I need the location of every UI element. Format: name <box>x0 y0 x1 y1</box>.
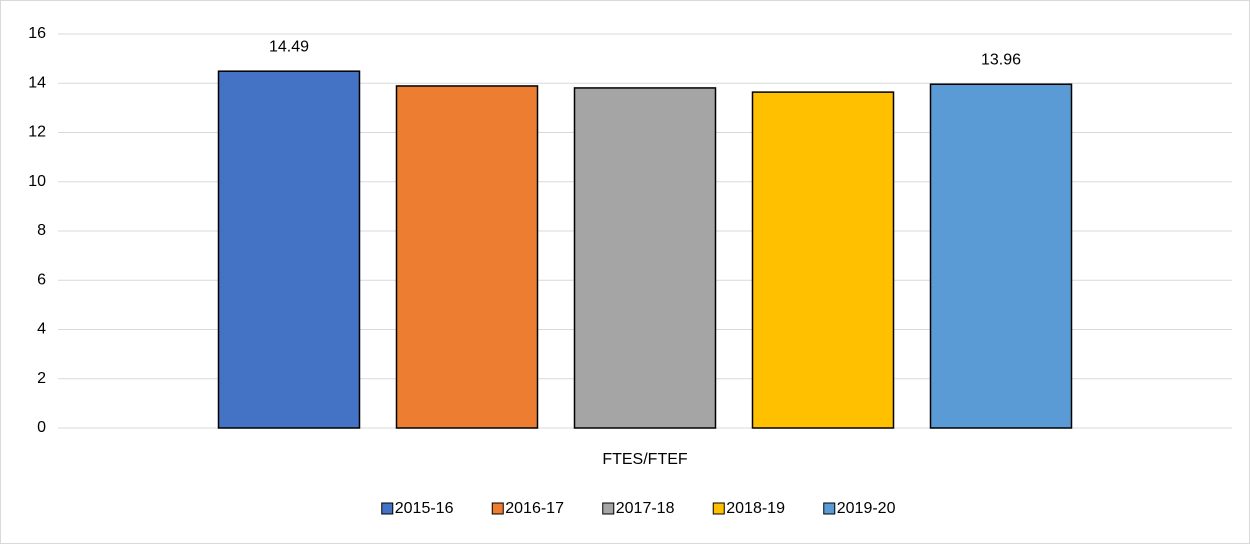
legend-label: 2017-18 <box>616 500 675 517</box>
y-tick-label: 14 <box>28 74 46 91</box>
legend-label: 2015-16 <box>395 500 454 517</box>
legend-swatch <box>491 502 504 515</box>
bar <box>395 85 539 429</box>
y-tick-label: 2 <box>37 370 46 387</box>
bar <box>217 70 361 429</box>
bar <box>573 87 717 429</box>
bar <box>751 91 895 429</box>
y-tick-label: 8 <box>37 222 46 239</box>
y-tick-label: 6 <box>37 271 46 288</box>
x-tick-label: FTES/FTEF <box>602 451 688 468</box>
legend-label: 2019-20 <box>837 500 896 517</box>
y-tick-label: 16 <box>28 25 46 42</box>
data-label: 13.96 <box>981 51 1021 68</box>
data-label: 14.49 <box>269 38 309 55</box>
legend-swatch <box>712 502 725 515</box>
legend-label: 2016-17 <box>505 500 564 517</box>
y-tick-label: 10 <box>28 173 46 190</box>
legend-label: 2018-19 <box>726 500 785 517</box>
legend-swatch <box>823 502 836 515</box>
y-tick-label: 12 <box>28 124 46 141</box>
bar <box>929 83 1073 429</box>
y-tick-label: 4 <box>37 321 46 338</box>
legend-swatch <box>602 502 615 515</box>
legend-swatch <box>381 502 394 515</box>
y-tick-label: 0 <box>37 419 46 436</box>
